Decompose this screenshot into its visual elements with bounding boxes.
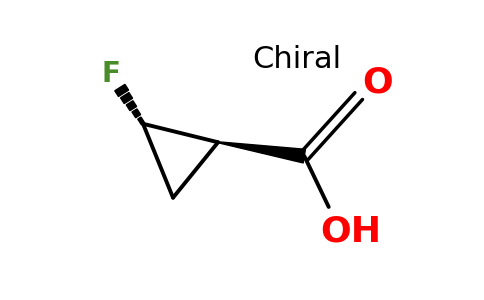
Polygon shape	[138, 117, 145, 125]
Text: OH: OH	[320, 214, 382, 248]
Text: O: O	[362, 65, 393, 99]
Text: F: F	[102, 60, 121, 88]
Text: Chiral: Chiral	[252, 45, 341, 74]
Polygon shape	[121, 92, 133, 104]
Polygon shape	[115, 84, 129, 97]
Polygon shape	[218, 142, 305, 163]
Polygon shape	[132, 109, 141, 118]
Polygon shape	[126, 101, 136, 111]
